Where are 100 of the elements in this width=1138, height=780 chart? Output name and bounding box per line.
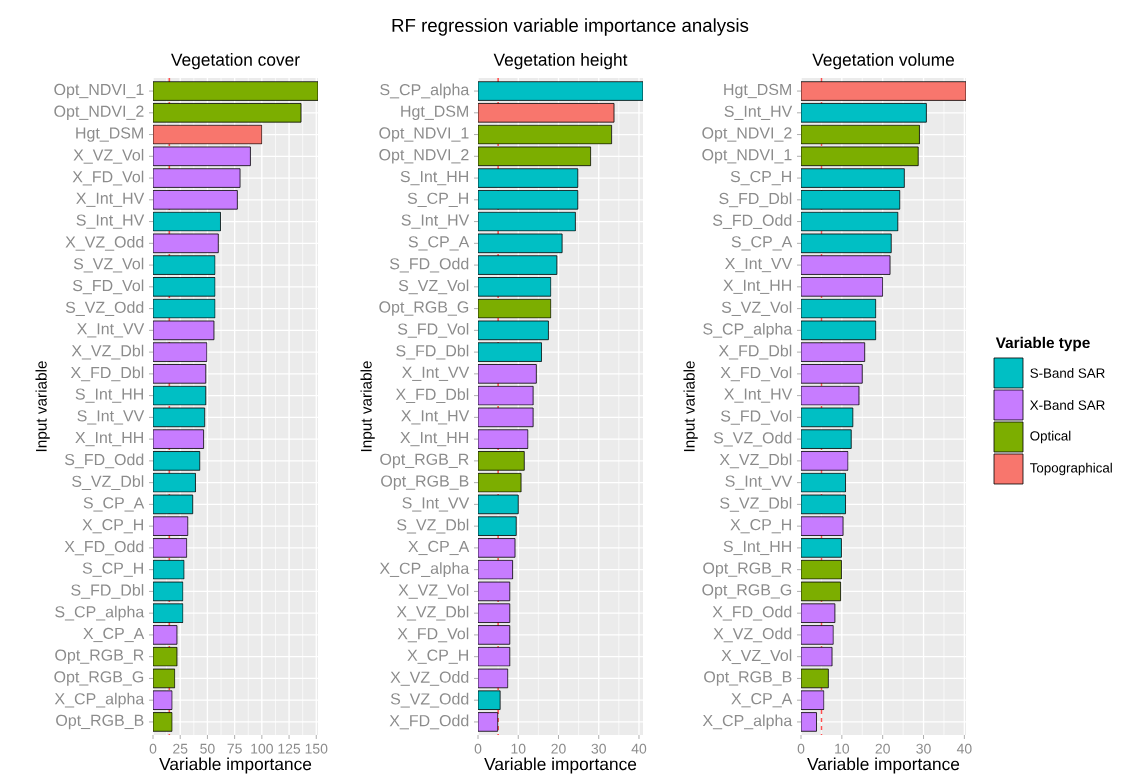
y-tick-label: S_CP_H bbox=[730, 170, 791, 186]
bar bbox=[801, 298, 877, 319]
bar bbox=[801, 277, 884, 297]
x-tick-label: 150 bbox=[305, 743, 328, 754]
y-tick-label: S_VZ_Dbl bbox=[720, 497, 792, 512]
y-tick-label: X_FD_Vol bbox=[397, 627, 469, 643]
y-tick-label: Opt_NDVI_2 bbox=[702, 127, 792, 142]
y-tick-label: Opt_RGB_G bbox=[702, 584, 792, 599]
y-tick-label: Opt_NDVI_2 bbox=[379, 149, 469, 164]
x-tick-label: 20 bbox=[551, 743, 566, 754]
y-tick-label: X_VZ_Odd bbox=[713, 627, 792, 643]
y-tick-label: S_Int_VV bbox=[77, 410, 145, 425]
x-tick-label: 10 bbox=[511, 743, 526, 754]
x-tick-label: 25 bbox=[173, 743, 188, 754]
y-tick-label: X_VZ_Dbl bbox=[719, 453, 792, 469]
y-tick-label: S_Int_VV bbox=[725, 475, 793, 490]
x-tick-label: 0 bbox=[149, 743, 157, 754]
y-tick-label: X_FD_Dbl bbox=[395, 388, 469, 403]
bar bbox=[478, 472, 522, 493]
chart-title: Vegetation volume bbox=[812, 53, 955, 70]
y-tick-label: S_VZ_Vol bbox=[73, 257, 144, 273]
x-axis-title: Variable importance bbox=[807, 757, 960, 774]
y-tick-label: S_FD_Odd bbox=[389, 257, 469, 273]
y-tick-label: X_FD_Vol bbox=[720, 366, 792, 382]
bar bbox=[801, 712, 817, 732]
x-tick-label: 30 bbox=[591, 743, 606, 754]
y-tick-label: S_VZ_Vol bbox=[398, 279, 469, 295]
bar bbox=[153, 625, 178, 645]
bar bbox=[153, 646, 178, 667]
bar bbox=[153, 190, 238, 210]
y-tick-label: S_FD_Vol bbox=[397, 322, 469, 338]
x-tick-label: 40 bbox=[956, 743, 972, 754]
y-tick-label: S_Int_HV bbox=[76, 214, 145, 229]
y-tick-label: Hgt_DSM bbox=[76, 127, 143, 142]
legend-title: Variable type bbox=[995, 336, 1090, 352]
y-tick-label: Opt_RGB_R bbox=[55, 649, 144, 664]
bar bbox=[478, 298, 552, 319]
bar bbox=[478, 385, 534, 406]
y-tick-label: S_FD_Dbl bbox=[719, 192, 792, 208]
legend-label: Topographical bbox=[1030, 462, 1112, 476]
y-tick-label: X_CP_alpha bbox=[379, 562, 470, 578]
y-tick-label: X_FD_Dbl bbox=[70, 366, 144, 382]
x-tick-label: 40 bbox=[631, 743, 647, 754]
bar bbox=[801, 451, 849, 471]
x-axis-title: Variable importance bbox=[484, 757, 637, 774]
y-tick-label: S_VZ_Dbl bbox=[397, 518, 469, 534]
bar bbox=[801, 364, 863, 384]
bar bbox=[153, 559, 185, 580]
y-tick-label: S_CP_alpha bbox=[55, 605, 145, 621]
y-tick-label: Opt_NDVI_2 bbox=[54, 105, 144, 121]
bar bbox=[478, 559, 514, 580]
y-tick-label: X_CP_H bbox=[82, 518, 143, 534]
y-tick-label: X_VZ_Vol bbox=[73, 148, 144, 164]
y-tick-label: X_FD_Vol bbox=[72, 170, 144, 186]
y-tick-label: S_CP_alpha bbox=[380, 83, 470, 99]
y-tick-label: Opt_RGB_R bbox=[703, 562, 792, 577]
y-tick-label: X_Int_VV bbox=[77, 323, 145, 338]
bar bbox=[801, 625, 834, 645]
y-tick-label: X_Int_VV bbox=[402, 366, 470, 381]
y-tick-label: S_CP_H bbox=[82, 562, 143, 577]
y-tick-label: Hgt_DSM bbox=[401, 105, 468, 121]
y-tick-label: X_Int_HV bbox=[401, 410, 470, 425]
x-tick-label: 125 bbox=[278, 743, 301, 754]
y-tick-label: S_VZ_Dbl bbox=[72, 475, 144, 491]
x-tick-label: 0 bbox=[474, 743, 482, 754]
x-tick-label: 10 bbox=[835, 743, 850, 754]
chart-title: Vegetation cover bbox=[171, 53, 300, 70]
y-tick-label: S_FD_Vol bbox=[720, 409, 792, 425]
y-tick-label: Hgt_DSM bbox=[724, 83, 791, 99]
bar bbox=[153, 538, 188, 558]
bar bbox=[153, 712, 173, 732]
y-tick-label: S_Int_HH bbox=[400, 170, 468, 186]
bar bbox=[153, 451, 201, 471]
y-tick-label: X_Int_VV bbox=[725, 258, 793, 273]
y-tick-label: Opt_RGB_B bbox=[381, 475, 469, 490]
y-tick-label: X_VZ_Dbl bbox=[396, 605, 469, 621]
legend-label: Optical bbox=[1030, 430, 1071, 444]
y-axis-title: Input variable bbox=[35, 361, 50, 452]
y-tick-label: S_CP_A bbox=[83, 497, 145, 512]
y-tick-label: Opt_NDVI_1 bbox=[54, 83, 144, 99]
y-tick-label: X_CP_alpha bbox=[702, 714, 793, 730]
y-axis-title: Input variable bbox=[683, 361, 698, 452]
y-tick-label: X_VZ_Odd bbox=[65, 235, 144, 251]
y-tick-label: S_FD_Odd bbox=[64, 453, 144, 469]
y-tick-label: Opt_NDVI_1 bbox=[379, 127, 469, 142]
y-tick-label: X_Int_HH bbox=[723, 279, 791, 294]
y-tick-label: S_VZ_Odd bbox=[713, 431, 792, 447]
x-tick-label: 100 bbox=[251, 743, 273, 754]
y-tick-label: X_CP_alpha bbox=[54, 692, 145, 708]
y-tick-label: S_CP_A bbox=[408, 236, 470, 251]
legend-label: X-Band SAR bbox=[1030, 400, 1105, 410]
y-tick-label: Opt_RGB_G bbox=[379, 301, 469, 316]
y-tick-label: Opt_RGB_B bbox=[704, 671, 792, 686]
x-tick-label: 75 bbox=[227, 743, 242, 754]
y-tick-label: X_VZ_Vol bbox=[398, 584, 469, 599]
y-tick-label: S_CP_alpha bbox=[703, 322, 793, 338]
y-tick-label: X_CP_H bbox=[730, 518, 791, 534]
x-tick-label: 50 bbox=[200, 743, 215, 754]
y-tick-label: X_CP_A bbox=[731, 693, 793, 708]
y-tick-label: S_CP_H bbox=[407, 192, 468, 207]
